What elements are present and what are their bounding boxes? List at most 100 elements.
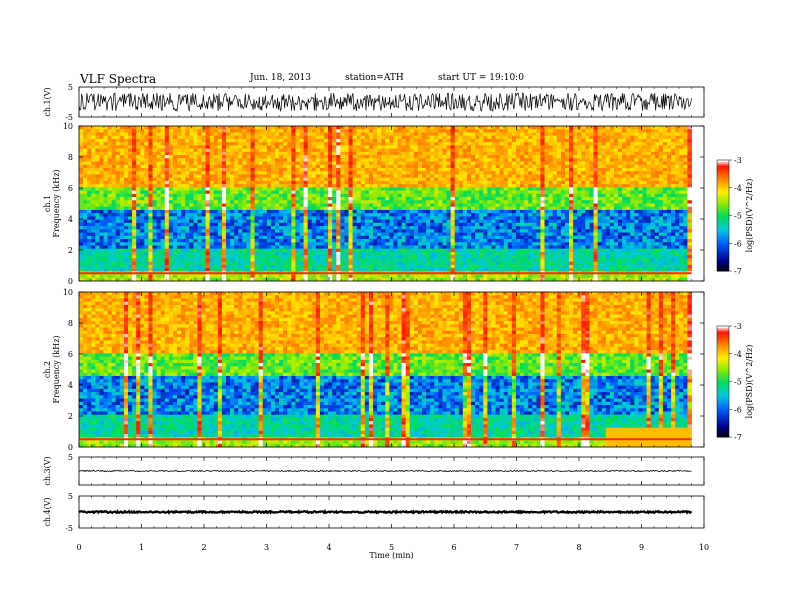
spectrogram-cell bbox=[556, 138, 562, 143]
spectrogram-cell bbox=[397, 213, 402, 217]
spectrogram-cell bbox=[389, 190, 394, 195]
spectrogram-cell bbox=[613, 148, 619, 153]
spectrogram-cell bbox=[662, 174, 668, 179]
spectrogram-cell bbox=[246, 138, 251, 143]
spectrogram-cell bbox=[303, 164, 309, 169]
spectrogram-cell bbox=[87, 193, 92, 198]
spectrogram-cell bbox=[581, 203, 586, 208]
spectrogram-cell bbox=[340, 200, 345, 204]
spectrogram-cell bbox=[458, 216, 464, 221]
spectrogram-cell bbox=[352, 155, 358, 159]
spectrogram-cell bbox=[569, 193, 574, 198]
spectrogram-cell bbox=[675, 193, 680, 198]
spectrogram-cell bbox=[99, 229, 104, 233]
spectrogram-cell bbox=[646, 148, 652, 153]
spectrogram-cell bbox=[275, 177, 280, 182]
spectrogram-cell bbox=[442, 209, 447, 214]
spectrogram-cell bbox=[258, 213, 264, 217]
spectrogram-cell bbox=[230, 167, 235, 172]
spectrogram-cell bbox=[662, 187, 668, 191]
spectrogram-cell bbox=[319, 229, 325, 233]
spectrogram-cell bbox=[548, 145, 554, 150]
spectrogram-cell bbox=[589, 132, 594, 137]
spectrogram-cell bbox=[450, 142, 456, 146]
spectrogram-cell bbox=[658, 222, 664, 227]
spectrogram-cell bbox=[560, 171, 566, 175]
spectrogram-cell bbox=[299, 155, 304, 159]
spectrogram-cell bbox=[221, 142, 227, 146]
spectrogram-cell bbox=[177, 229, 182, 233]
spectrogram-cell bbox=[164, 187, 170, 191]
spectrogram-cell bbox=[569, 158, 574, 162]
spectrogram-cell bbox=[119, 197, 125, 201]
spectrogram-cell bbox=[311, 174, 317, 179]
spectrogram-cell bbox=[79, 193, 84, 198]
spectrogram-cell bbox=[417, 187, 423, 191]
spectrogram-cell bbox=[417, 209, 423, 214]
spectrogram-cell bbox=[319, 197, 325, 201]
spectrogram-cell bbox=[544, 197, 549, 201]
spectrogram-cell bbox=[307, 187, 313, 191]
spectrogram-cell bbox=[246, 177, 251, 182]
spectrogram-cell bbox=[164, 177, 170, 182]
spectrogram-cell bbox=[499, 164, 505, 169]
spectrogram-cell bbox=[499, 229, 505, 233]
spectrogram-cell bbox=[279, 193, 284, 198]
spectrogram-cell bbox=[413, 229, 419, 233]
spectrogram-cell bbox=[630, 158, 635, 162]
spectrogram-cell bbox=[389, 187, 394, 191]
spectrogram-cell bbox=[262, 174, 268, 179]
spectrogram-cell bbox=[613, 200, 619, 204]
spectrogram-cell bbox=[667, 138, 672, 143]
spectrogram-cell bbox=[609, 190, 615, 195]
spectrogram-cell bbox=[328, 161, 333, 166]
spectrogram-cell bbox=[307, 222, 313, 227]
spectrogram-cell bbox=[650, 209, 656, 214]
spectrogram-cell bbox=[528, 197, 533, 201]
spectrogram-cell bbox=[275, 213, 280, 217]
spectrogram-cell bbox=[679, 171, 684, 175]
spectrogram-cell bbox=[181, 197, 186, 201]
spectrogram-cell bbox=[364, 190, 370, 195]
spectrogram-cell bbox=[483, 190, 488, 195]
spectrogram-cell bbox=[532, 180, 537, 185]
spectrogram-cell bbox=[630, 216, 635, 221]
spectrogram-cell bbox=[609, 158, 615, 162]
spectrogram-cell bbox=[601, 226, 607, 230]
spectrogram-cell bbox=[360, 193, 366, 198]
spectrogram-cell bbox=[291, 229, 296, 233]
spectrogram-cell bbox=[156, 184, 162, 188]
spectrogram-cell bbox=[605, 203, 611, 208]
spectrogram-cell bbox=[511, 190, 517, 195]
spectrogram-cell bbox=[148, 129, 153, 133]
spectrogram-cell bbox=[597, 158, 603, 162]
spectrogram-cell bbox=[385, 222, 390, 227]
spectrogram-cell bbox=[683, 132, 688, 137]
spectrogram-cell bbox=[613, 142, 619, 146]
spectrogram-cell bbox=[356, 171, 362, 175]
spectrogram-cell bbox=[311, 171, 317, 175]
spectrogram-cell bbox=[503, 142, 509, 146]
spectrogram-cell bbox=[495, 200, 500, 204]
spectrogram-cell bbox=[368, 174, 374, 179]
spectrogram-cell bbox=[646, 229, 652, 233]
spectrogram-cell bbox=[515, 226, 521, 230]
spectrogram-cell bbox=[83, 219, 88, 224]
spectrogram-cell bbox=[409, 129, 415, 133]
spectrogram-cell bbox=[270, 203, 276, 208]
spectrogram-cell bbox=[511, 197, 517, 201]
spectrogram-cell bbox=[577, 193, 582, 198]
spectrogram-cell bbox=[279, 209, 284, 214]
spectrogram-cell bbox=[368, 193, 374, 198]
spectrogram-cell bbox=[177, 219, 182, 224]
spectrogram-cell bbox=[585, 171, 590, 175]
spectrogram-cell bbox=[511, 219, 517, 224]
spectrogram-cell bbox=[95, 145, 100, 150]
spectrogram-cell bbox=[307, 226, 313, 230]
spectrogram-cell bbox=[397, 161, 402, 166]
spectrogram-cell bbox=[683, 142, 688, 146]
spectrogram-cell bbox=[328, 129, 333, 133]
spectrogram-cell bbox=[397, 138, 402, 143]
spectrogram-cell bbox=[332, 216, 337, 221]
spectrogram-cell bbox=[209, 226, 215, 230]
